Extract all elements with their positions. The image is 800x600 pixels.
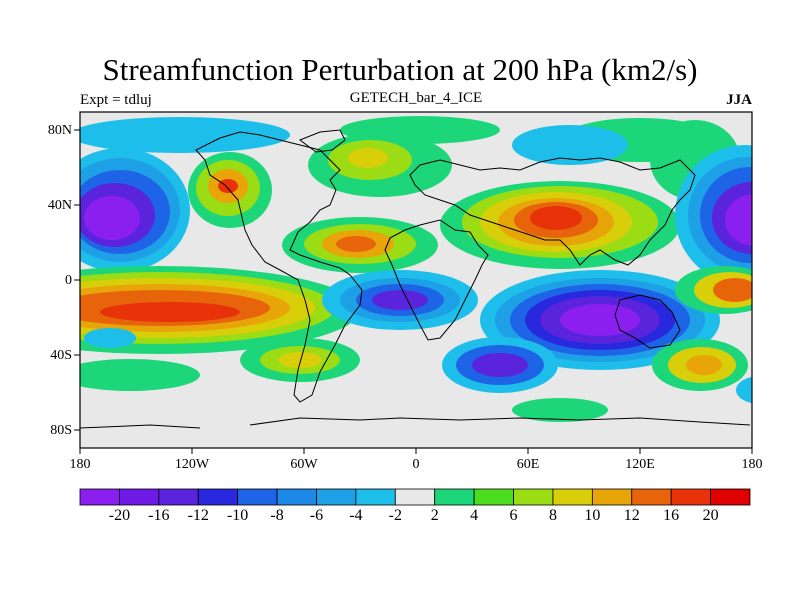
axis-ticks [74,129,753,454]
lon-tick-label: 120E [625,457,655,472]
europe-high [308,133,452,197]
colorbar-swatch [631,488,672,506]
lat-tick-label: 0 [65,273,72,288]
colorbar-swatch [355,488,396,506]
lat-tick-label: 40N [47,198,72,213]
colorbar-swatch [473,488,514,506]
colorbar-swatch [513,488,554,506]
colorbar-swatch [434,488,475,506]
south-pacific-high [652,266,752,391]
colorbar-label: 10 [584,507,601,524]
colorbar [79,488,751,506]
colorbar-label: 4 [470,507,479,524]
colorbar-label: 16 [663,507,680,524]
coastlines [80,129,751,429]
lon-tick-label: 180 [69,457,91,472]
colorbar-swatch [591,488,633,506]
colorbar-swatch [79,488,120,506]
season-label: JJA [726,92,752,108]
lon-tick-label: 60W [290,457,318,472]
colorbar-label: 12 [623,507,640,524]
colorbar-swatch [237,488,278,506]
colorbar-label: -6 [309,507,324,524]
colorbar-label: 20 [702,507,719,524]
colorbar-label: -4 [349,507,363,524]
north-america-high [188,152,272,228]
north-pacific-low [80,148,190,272]
colorbar-label: 2 [430,507,439,524]
southern-midlat-anomalies [80,328,752,422]
colorbar-label: 6 [509,507,518,524]
atlantic-high [282,217,438,273]
colorbar-swatch [119,488,160,506]
colorbar-swatch [552,488,593,506]
east-pacific-low [675,145,752,285]
lon-tick-label: 60E [516,457,540,472]
colorbar-label: 8 [548,507,557,524]
asia-high [440,181,680,269]
colorbar-swatch [276,488,317,506]
south-atlantic-low [322,270,478,330]
colorbar-label: -2 [388,507,402,524]
lon-tick-label: 0 [412,457,420,472]
map-title: Streamfunction Perturbation at 200 hPa (… [102,52,698,87]
lon-tick-label: 120W [174,457,210,472]
colorbar-label: -20 [108,507,131,524]
experiment-label: Expt = tdluj [80,92,152,108]
colorbar-swatch [394,488,436,506]
colorbar-swatch [670,488,711,506]
colorbar-swatch [197,488,239,506]
colorbar-swatch [316,488,357,506]
colorbar-label: -10 [226,507,249,524]
contour-field [80,112,752,448]
lon-tick-label: 180 [741,457,763,472]
lat-tick-label: 40S [50,348,72,363]
lat-tick-label: 80S [50,423,72,438]
colorbar-swatch [710,488,751,506]
colorbar-label: -8 [270,507,284,524]
colorbar-swatch [158,488,199,506]
lat-tick-label: 80N [47,123,72,138]
tropical-pacific-high [80,266,360,354]
dataset-label: GETECH_bar_4_ICE [349,90,483,106]
colorbar-label: -12 [187,507,209,524]
colorbar-label: -16 [148,507,170,524]
